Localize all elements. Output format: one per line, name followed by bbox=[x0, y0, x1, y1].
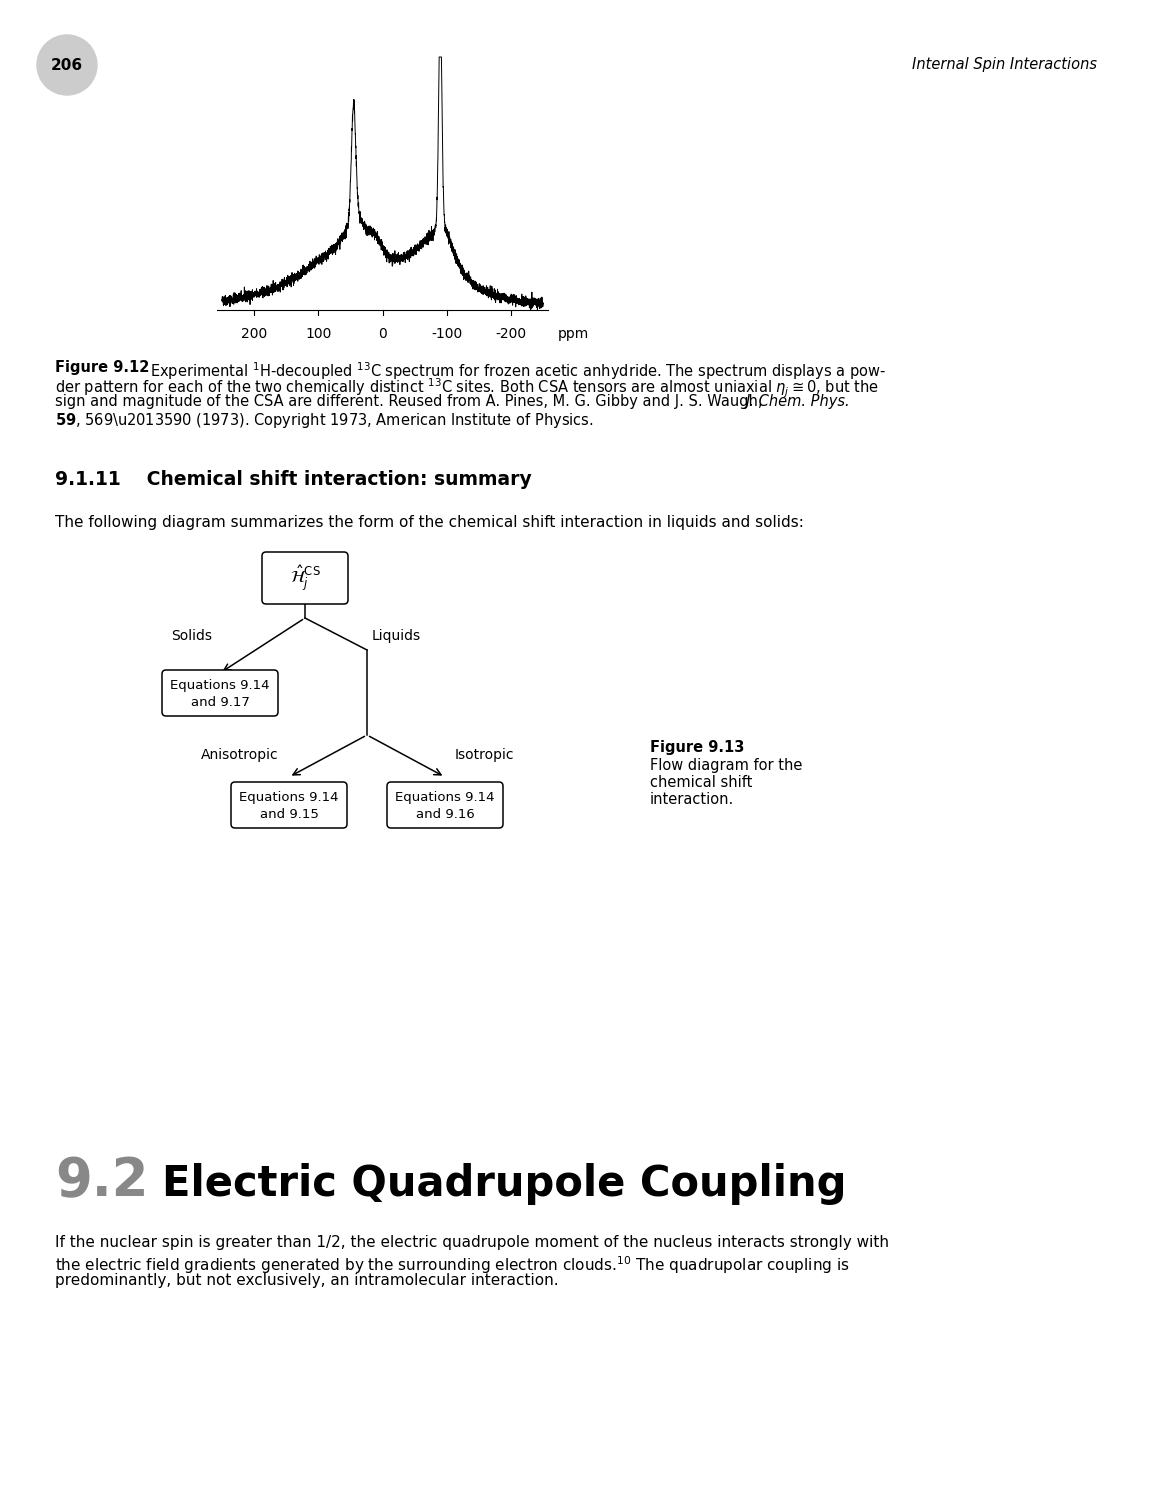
Circle shape bbox=[37, 34, 97, 94]
Text: 0: 0 bbox=[378, 327, 387, 340]
Text: chemical shift: chemical shift bbox=[650, 776, 752, 790]
Text: 100: 100 bbox=[305, 327, 332, 340]
Text: the electric field gradients generated by the surrounding electron clouds.$^{10}: the electric field gradients generated b… bbox=[55, 1254, 850, 1275]
Text: 9.1.11    Chemical shift interaction: summary: 9.1.11 Chemical shift interaction: summa… bbox=[55, 470, 532, 489]
Text: 9.2: 9.2 bbox=[55, 1155, 149, 1208]
Text: -200: -200 bbox=[495, 327, 526, 340]
Text: Anisotropic: Anisotropic bbox=[202, 748, 279, 762]
Text: If the nuclear spin is greater than 1/2, the electric quadrupole moment of the n: If the nuclear spin is greater than 1/2,… bbox=[55, 1234, 889, 1250]
Text: Flow diagram for the: Flow diagram for the bbox=[650, 758, 803, 772]
FancyBboxPatch shape bbox=[262, 552, 348, 604]
Text: and 9.15: and 9.15 bbox=[259, 807, 318, 820]
FancyBboxPatch shape bbox=[232, 782, 347, 828]
Text: Equations 9.14: Equations 9.14 bbox=[240, 790, 339, 804]
Text: Electric Quadrupole Coupling: Electric Quadrupole Coupling bbox=[162, 1162, 847, 1204]
Text: and 9.17: and 9.17 bbox=[190, 696, 250, 708]
Text: The following diagram summarizes the form of the chemical shift interaction in l: The following diagram summarizes the for… bbox=[55, 514, 804, 529]
Text: Experimental $^1$H-decoupled $^{13}$C spectrum for frozen acetic anhydride. The : Experimental $^1$H-decoupled $^{13}$C sp… bbox=[150, 360, 886, 381]
Text: $\mathbf{59}$, 569\u2013590 (1973). Copyright 1973, American Institute of Physic: $\mathbf{59}$, 569\u2013590 (1973). Copy… bbox=[55, 411, 593, 430]
Text: Equations 9.14: Equations 9.14 bbox=[395, 790, 494, 804]
Text: Liquids: Liquids bbox=[372, 628, 422, 644]
Text: sign and magnitude of the CSA are different. Reused from A. Pines, M. G. Gibby a: sign and magnitude of the CSA are differ… bbox=[55, 394, 767, 410]
FancyBboxPatch shape bbox=[162, 670, 278, 716]
Text: 200: 200 bbox=[241, 327, 267, 340]
Text: Solids: Solids bbox=[170, 628, 212, 644]
Text: J. Chem. Phys.: J. Chem. Phys. bbox=[745, 394, 850, 410]
Text: predominantly, but not exclusively, an intramolecular interaction.: predominantly, but not exclusively, an i… bbox=[55, 1274, 559, 1288]
Text: Figure 9.13: Figure 9.13 bbox=[650, 740, 744, 754]
Text: 206: 206 bbox=[51, 57, 83, 72]
FancyBboxPatch shape bbox=[387, 782, 503, 828]
Text: interaction.: interaction. bbox=[650, 792, 734, 807]
Text: Isotropic: Isotropic bbox=[455, 748, 515, 762]
Text: Equations 9.14: Equations 9.14 bbox=[170, 678, 270, 692]
Text: and 9.16: and 9.16 bbox=[416, 807, 475, 820]
Text: der pattern for each of the two chemically distinct $^{13}$C sites. Both CSA ten: der pattern for each of the two chemical… bbox=[55, 376, 879, 400]
Text: ppm: ppm bbox=[558, 327, 590, 340]
Text: -100: -100 bbox=[431, 327, 462, 340]
Text: $\hat{\mathcal{H}}_j^{\mathrm{CS}}$: $\hat{\mathcal{H}}_j^{\mathrm{CS}}$ bbox=[289, 562, 320, 592]
Text: Internal Spin Interactions: Internal Spin Interactions bbox=[912, 57, 1097, 72]
Text: Figure 9.12: Figure 9.12 bbox=[55, 360, 150, 375]
